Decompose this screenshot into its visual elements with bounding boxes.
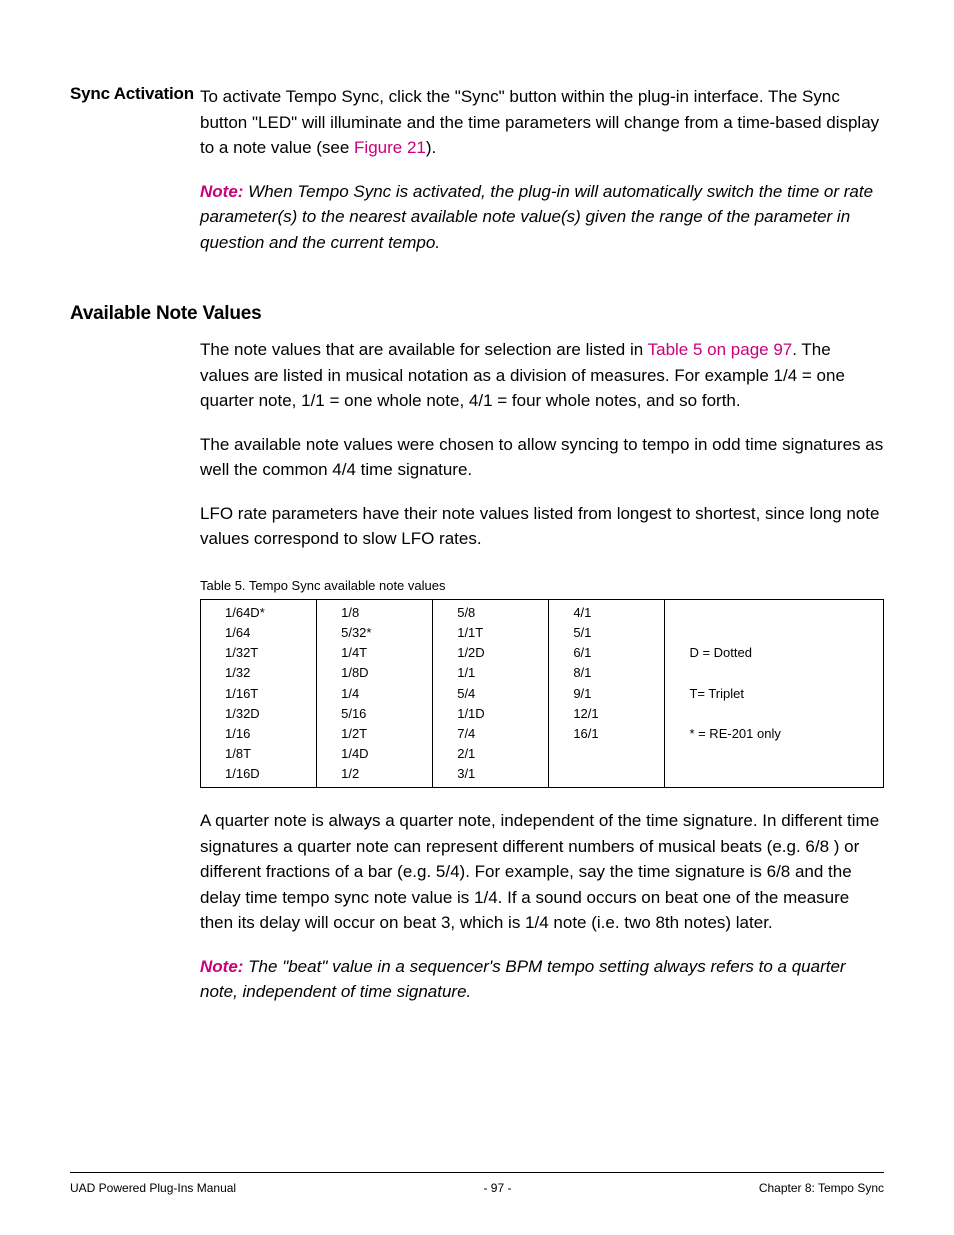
footer-left: UAD Powered Plug-Ins Manual [70,1181,236,1195]
side-label-empty-1 [70,337,200,1023]
heading-available-note-values: Available Note Values [70,303,884,325]
sync-para1-b: ). [426,138,436,157]
anv-para3: LFO rate parameters have their note valu… [200,501,884,552]
footer-right: Chapter 8: Tempo Sync [759,1181,884,1195]
table-cell: 5/8 1/1T 1/2D 1/1 5/4 1/1D 7/4 2/1 3/1 [433,600,549,788]
footer-center: - 97 - [483,1181,511,1195]
sync-para1: To activate Tempo Sync, click the "Sync"… [200,84,884,161]
anv-para1: The note values that are available for s… [200,337,884,414]
table-cell: 1/8 5/32* 1/4T 1/8D 1/4 5/16 1/2T 1/4D 1… [317,600,433,788]
sync-activation-body: To activate Tempo Sync, click the "Sync"… [200,84,884,273]
note-values-table: 1/64D* 1/64 1/32T 1/32 1/16T 1/32D 1/16 … [200,599,884,788]
table-caption: Table 5. Tempo Sync available note value… [200,576,884,596]
quarter-note-para: A quarter note is always a quarter note,… [200,808,884,936]
figure-link[interactable]: Figure 21 [354,138,426,157]
table-row: 1/64D* 1/64 1/32T 1/32 1/16T 1/32D 1/16 … [201,600,884,788]
sync-para1-a: To activate Tempo Sync, click the "Sync"… [200,87,879,157]
page: Sync Activation To activate Tempo Sync, … [0,0,954,1235]
note-label-1: Note: [200,182,243,201]
note-label-2: Note: [200,957,243,976]
sync-note-body: When Tempo Sync is activated, the plug-i… [200,182,873,252]
beat-note-body: The "beat" value in a sequencer's BPM te… [200,957,846,1002]
anv-para1-a: The note values that are available for s… [200,340,648,359]
anv-para2: The available note values were chosen to… [200,432,884,483]
sync-note: Note: When Tempo Sync is activated, the … [200,179,884,256]
table-cell: 1/64D* 1/64 1/32T 1/32 1/16T 1/32D 1/16 … [201,600,317,788]
table-cell: 4/1 5/1 6/1 8/1 9/1 12/1 16/1 [549,600,665,788]
available-note-values-body: The note values that are available for s… [200,337,884,1023]
available-note-values-block: The note values that are available for s… [70,337,884,1023]
sync-activation-block: Sync Activation To activate Tempo Sync, … [70,84,884,273]
beat-note: Note: The "beat" value in a sequencer's … [200,954,884,1005]
side-label-sync: Sync Activation [70,84,200,273]
page-footer: UAD Powered Plug-Ins Manual - 97 - Chapt… [70,1172,884,1195]
table-link[interactable]: Table 5 on page 97 [648,340,793,359]
table-cell: D = Dotted T= Triplet * = RE-201 only [665,600,884,788]
